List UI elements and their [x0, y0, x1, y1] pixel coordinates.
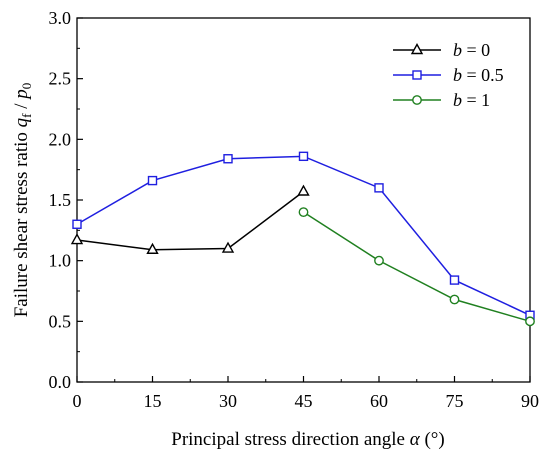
series-line [76, 155, 531, 316]
y-tick-label: 0.5 [49, 311, 72, 331]
legend-marker [410, 43, 424, 55]
data-point [70, 233, 84, 245]
y-tick-label: 2.0 [49, 129, 72, 149]
legend-item: b = 0.5 [393, 65, 504, 85]
y-tick-label: 0.0 [49, 372, 72, 392]
data-point [147, 175, 158, 186]
series-1 [72, 151, 535, 320]
legend-label: b = 0 [453, 40, 490, 60]
data-point [297, 184, 310, 196]
data-point [298, 151, 309, 162]
x-tick-label: 60 [370, 391, 388, 411]
y-tick-label: 1.5 [49, 190, 72, 210]
ticks: 0 15 30 45 60 75 90 0.0 0.5 1.0 1.5 2.0 2.5 3.0 [49, 8, 540, 411]
legend: b = 0 b = 0.5 b = 1 [393, 40, 504, 110]
data-point [374, 255, 384, 266]
series-line [303, 211, 531, 323]
data-point [146, 242, 159, 254]
x-tick-label: 0 [73, 391, 82, 411]
y-tick-label: 1.0 [49, 251, 72, 271]
series-0 [70, 184, 310, 254]
x-axis-label: Principal stress direction angle α (°) [171, 429, 445, 450]
data-point [72, 219, 82, 229]
data-point [298, 207, 309, 218]
legend-marker [412, 95, 422, 105]
legend-label: b = 1 [453, 90, 490, 110]
data-point [221, 241, 235, 253]
data-point [223, 154, 233, 164]
x-tick-label: 30 [219, 391, 237, 411]
data-point [525, 316, 535, 327]
series-2 [298, 207, 535, 327]
data-point [449, 275, 460, 285]
x-tick-label: 75 [446, 391, 464, 411]
legend-item: b = 0 [393, 40, 490, 60]
y-tick-label: 2.5 [49, 69, 72, 89]
x-tick-label: 15 [144, 391, 162, 411]
x-tick-label: 90 [521, 391, 539, 411]
data-point [449, 294, 460, 305]
legend-marker [412, 70, 422, 80]
legend-item: b = 1 [393, 90, 490, 110]
series-layer [70, 151, 535, 327]
y-axis-label: Failure shear stress ratio qf / p0 [11, 83, 34, 318]
legend-label: b = 0.5 [453, 65, 504, 85]
y-tick-label: 3.0 [49, 8, 72, 28]
data-point [374, 183, 384, 193]
x-tick-label: 45 [295, 391, 313, 411]
series-line [76, 190, 304, 251]
